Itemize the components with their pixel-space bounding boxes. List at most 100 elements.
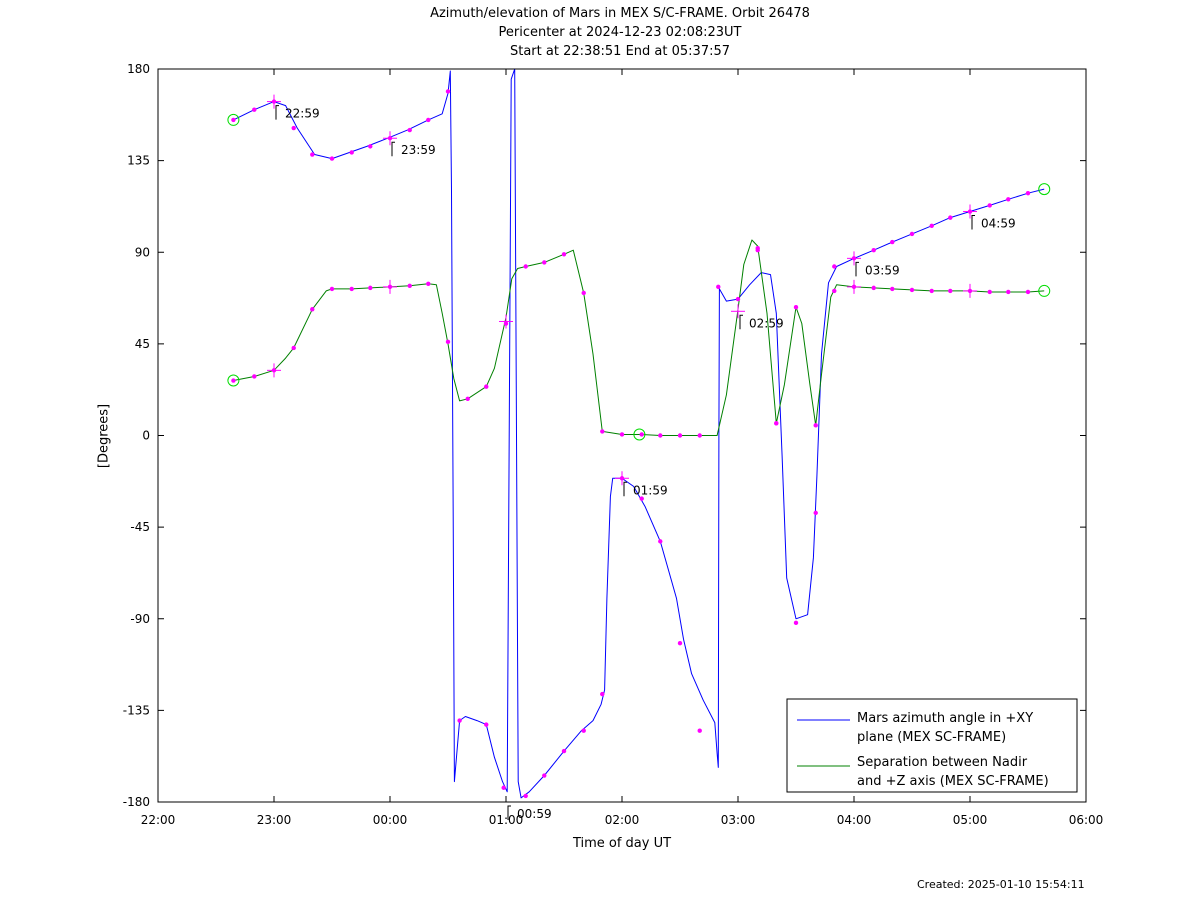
annotation-label: 01:59 (633, 483, 668, 497)
hour-plus-mark (615, 471, 629, 486)
azimuth-marker (368, 144, 373, 149)
azimuth-marker (581, 728, 586, 733)
legend-label-separation-2: and +Z axis (MEX SC-FRAME) (857, 774, 1049, 789)
x-tick-label: 05:00 (953, 813, 988, 827)
x-tick-label: 06:00 (1069, 813, 1104, 827)
time-annotation: 23:59 (391, 141, 436, 157)
azimuth-marker (813, 510, 818, 516)
azimuth-marker (457, 718, 462, 723)
x-tick-label: 03:00 (721, 813, 756, 827)
x-tick-label: 04:00 (837, 813, 872, 827)
azimuth-marker (909, 231, 915, 237)
separation-marker (407, 283, 412, 289)
azimuth-marker (793, 620, 799, 626)
annotation-label: 04:59 (981, 217, 1016, 231)
azimuth-marker (484, 722, 489, 727)
y-tick-label: -45 (130, 520, 150, 534)
azimuth-marker (987, 203, 992, 208)
annotation-hook (739, 314, 743, 330)
azimuth-marker (677, 640, 683, 646)
time-annotation: 03:59 (855, 261, 900, 277)
x-axis-label: Time of day UT (572, 836, 672, 851)
time-annotation: 00:59 (507, 805, 552, 821)
endpoint-circle (1038, 284, 1051, 297)
azimuth-marker (716, 284, 721, 290)
endpoint-circle (227, 374, 240, 387)
annotation-hook (971, 215, 975, 230)
azimuth-marker (561, 748, 567, 754)
separation-marker (465, 396, 470, 402)
separation-marker (697, 433, 702, 438)
azimuth-marker (329, 156, 335, 161)
hour-plus-mark (963, 204, 977, 219)
separation-marker (639, 432, 644, 437)
x-tick-label: 22:00 (141, 813, 176, 827)
x-tick-label: 23:00 (257, 813, 292, 827)
annotation-label: 03:59 (865, 263, 900, 277)
separation-marker (813, 423, 818, 428)
separation-marker (600, 429, 605, 434)
separation-marker (677, 433, 683, 438)
series-line-azimuth (233, 69, 1045, 799)
separation-marker (987, 289, 992, 295)
x-tick-label: 02:00 (605, 813, 640, 827)
azimuth-marker (1006, 197, 1011, 202)
azimuth-marker (426, 117, 431, 123)
azimuth-marker (890, 239, 895, 245)
hour-plus-mark (731, 304, 745, 319)
azimuth-marker (600, 691, 605, 697)
chart-subtitle-2: Start at 22:38:51 End at 05:37:57 (509, 44, 731, 59)
separation-marker (890, 286, 895, 292)
azimuth-marker (407, 127, 412, 133)
azimuth-marker (697, 728, 702, 733)
separation-marker (1006, 289, 1011, 295)
separation-marker (231, 378, 236, 383)
y-tick-label: 180 (127, 62, 150, 76)
azimuth-marker (231, 117, 236, 123)
azimuth-marker (252, 107, 257, 112)
hour-plus-mark (267, 363, 281, 378)
annotation-hook (275, 105, 279, 120)
time-annotation: 01:59 (623, 481, 668, 497)
separation-marker (871, 285, 876, 291)
separation-marker (832, 288, 837, 294)
legend-label-azimuth-2: plane (MEX SC-FRAME) (857, 730, 1006, 745)
annotation-hook (623, 481, 627, 497)
separation-marker (561, 252, 567, 257)
legend: Mars azimuth angle in +XY plane (MEX SC-… (786, 698, 1078, 793)
annotation-hook (855, 261, 859, 277)
hour-plus-mark (847, 251, 861, 266)
separation-marker (484, 384, 489, 389)
annotation-hook (507, 805, 511, 820)
separation-marker (503, 321, 509, 326)
hour-plus-mark (847, 279, 861, 294)
separation-marker (581, 290, 586, 296)
separation-marker (755, 245, 760, 251)
time-annotation: 22:59 (275, 105, 320, 121)
annotation-label: 00:59 (517, 807, 552, 821)
azimuth-marker (349, 150, 354, 155)
separation-marker (948, 288, 953, 294)
separation-marker (368, 285, 373, 291)
hour-plus-mark (267, 94, 281, 109)
x-tick-label: 00:00 (373, 813, 408, 827)
separation-marker (929, 288, 934, 294)
separation-marker (542, 260, 547, 265)
separation-marker (774, 421, 779, 426)
y-tick-label: 135 (127, 154, 150, 168)
separation-marker (1025, 289, 1031, 295)
separation-marker (329, 286, 335, 292)
azimuth-marker (735, 296, 741, 302)
y-tick-label: 90 (135, 245, 150, 259)
separation-marker (658, 433, 663, 438)
annotation-hook (391, 141, 395, 157)
annotation-label: 02:59 (749, 316, 784, 330)
azimuth-marker (310, 152, 315, 157)
chart-title: Azimuth/elevation of Mars in MEX S/C-FRA… (430, 6, 810, 21)
legend-box (786, 698, 1078, 793)
separation-marker (523, 264, 528, 269)
y-tick-label: 0 (142, 429, 150, 443)
hour-plus-mark (383, 279, 397, 294)
endpoint-circle (1038, 183, 1051, 196)
